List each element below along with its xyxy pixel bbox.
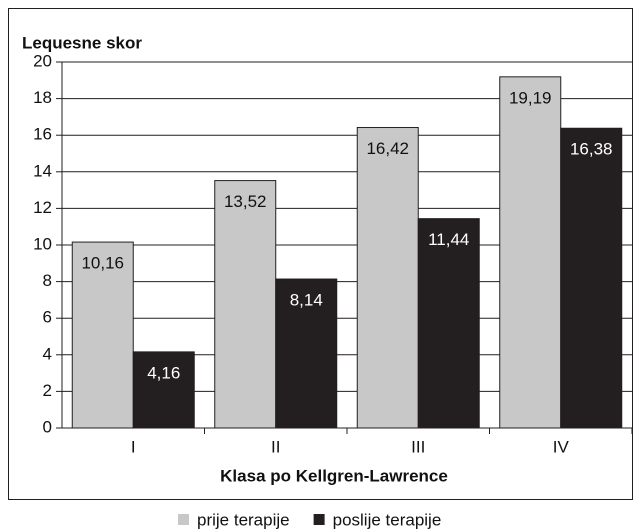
data-label: 8,14 [290, 291, 323, 310]
y-tick-label: 2 [43, 381, 52, 400]
y-tick-label: 16 [33, 125, 52, 144]
y-tick-label: 6 [43, 308, 52, 327]
bar [71, 241, 134, 429]
data-label: 11,44 [428, 230, 469, 249]
y-tick-label: 14 [33, 161, 52, 180]
x-tick-label: IV [553, 437, 570, 456]
bar [214, 180, 277, 429]
data-label: 13,52 [224, 192, 267, 211]
legend-label: poslije terapije [333, 510, 442, 529]
x-axis-label: Klasa po Kellgren-Lawrence [220, 466, 448, 485]
x-tick-label: I [131, 437, 136, 456]
bar [275, 278, 338, 429]
data-label: 19,19 [509, 88, 552, 107]
legend-swatch [313, 514, 325, 525]
y-tick-label: 10 [33, 234, 52, 253]
y-tick-label: 12 [33, 198, 52, 217]
y-tick-label: 8 [43, 271, 52, 290]
y-tick-label: 0 [43, 417, 52, 436]
y-tick-label: 20 [33, 51, 52, 70]
bar [499, 76, 562, 429]
data-label: 16,38 [570, 140, 613, 159]
bar [356, 127, 419, 429]
x-tick-label: III [411, 437, 425, 456]
y-axis-label: Lequesne skor [22, 33, 142, 52]
data-label: 4,16 [147, 363, 180, 382]
data-label: 16,42 [366, 139, 409, 158]
x-tick-label: II [271, 437, 280, 456]
y-tick-label: 18 [33, 88, 52, 107]
chart-frame [8, 8, 633, 500]
bar [560, 127, 623, 429]
y-tick-label: 4 [43, 344, 52, 363]
bar [417, 218, 480, 429]
bar [132, 351, 195, 429]
legend-label: prije terapije [197, 510, 290, 529]
data-label: 10,16 [81, 254, 124, 273]
legend-swatch [178, 514, 189, 525]
